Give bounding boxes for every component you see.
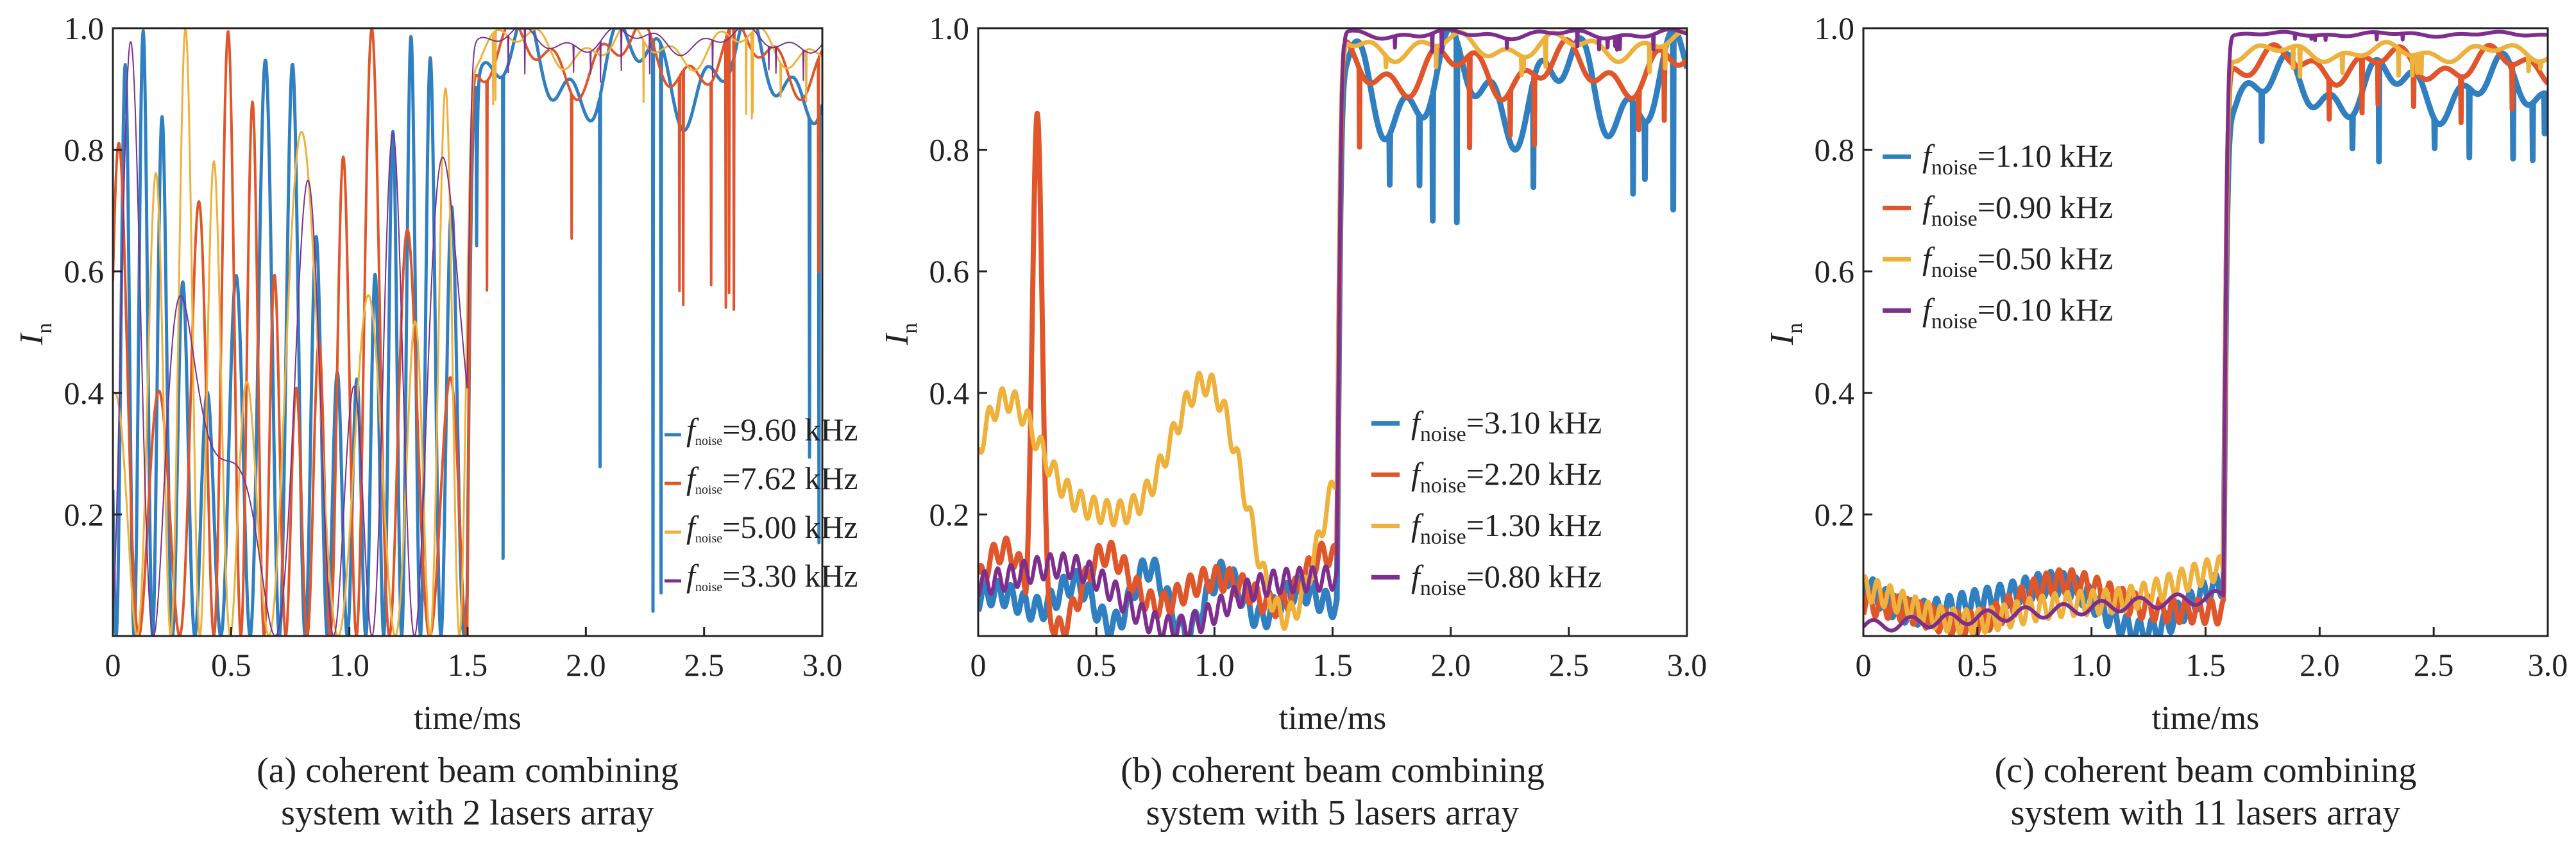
y-tick-label: 0.6	[1815, 253, 1855, 289]
x-tick-label: 2.5	[1549, 647, 1589, 683]
x-axis-title: time/ms	[2152, 700, 2260, 737]
series-group	[1863, 29, 2548, 636]
x-tick-label: 1.0	[1194, 647, 1235, 683]
series-line-4	[113, 28, 822, 636]
legend-label: fnoise=3.30 kHz	[686, 558, 858, 594]
y-tick-label: 0.2	[64, 496, 105, 532]
y-tick-label: 0.4	[929, 375, 970, 411]
y-axis-title: In	[879, 323, 922, 346]
series-group	[978, 28, 1687, 636]
legend-label: fnoise=9.60 kHz	[686, 412, 858, 448]
series-line-3	[1863, 40, 2548, 636]
series-line-1	[978, 28, 1687, 636]
chart-panel-2: 0 0.5 1.0 1.5 2.0 2.5 3.0 0.2 0.4 0.6 0.8 1.0 time/m…	[879, 10, 1707, 833]
x-tick-label: 3.0	[1667, 647, 1707, 683]
y-axis-title: In	[13, 323, 56, 346]
y-tick-label: 1.0	[1815, 10, 1855, 46]
x-tick-label: 3.0	[2528, 647, 2568, 683]
x-tick-label: 0	[1856, 647, 1872, 683]
x-tick-label: 0.5	[1076, 647, 1117, 683]
series-line-3	[978, 29, 1687, 632]
x-tick-label: 0	[970, 647, 987, 683]
legend: fnoise=3.10 kHz fnoise=2.20 kHz fnoise=1.3…	[1371, 405, 1602, 600]
x-tick-label: 2.5	[684, 647, 724, 683]
x-tick-label: 3.0	[802, 647, 843, 683]
x-tick-label: 1.0	[329, 647, 369, 683]
chart-panel-3: 0 0.5 1.0 1.5 2.0 2.5 3.0 0.2 0.4 0.6 0.8 1.0 time/m…	[1764, 10, 2568, 833]
x-tick-label: 2.0	[1430, 647, 1471, 683]
x-tick-label: 1.5	[448, 647, 488, 683]
x-tick-label: 0.5	[1958, 647, 1998, 683]
legend-label: fnoise=0.50 kHz	[1922, 240, 2113, 282]
x-tick-label: 1.5	[2185, 647, 2226, 683]
y-tick-label: 1.0	[929, 10, 970, 46]
legend-label: fnoise=3.10 kHz	[1411, 405, 1602, 446]
x-tick-label: 1.5	[1312, 647, 1353, 683]
x-tick-label: 2.0	[2300, 647, 2340, 683]
x-tick-label: 0.5	[211, 647, 251, 683]
legend-label: fnoise=0.10 kHz	[1922, 292, 2113, 333]
y-tick-label: 0.8	[1815, 132, 1855, 168]
y-tick-label: 0.6	[929, 253, 970, 289]
y-axis-title: In	[1764, 323, 1807, 346]
x-axis-title: time/ms	[414, 700, 521, 737]
x-tick-label: 2.0	[566, 647, 606, 683]
panel-caption-line: (a) coherent beam combining	[257, 751, 679, 791]
legend-label: fnoise=1.30 kHz	[1411, 507, 1602, 549]
x-tick-label: 2.5	[2414, 647, 2454, 683]
legend-label: fnoise=2.20 kHz	[1411, 456, 1602, 498]
panel-caption-line: system with 2 lasers array	[281, 793, 654, 833]
y-tick-label: 0.4	[1815, 375, 1855, 411]
panel-caption-line: (b) coherent beam combining	[1121, 751, 1545, 791]
y-tick-label: 0.4	[64, 375, 105, 411]
x-tick-label: 1.0	[2071, 647, 2112, 683]
series-line-2	[1863, 42, 2548, 636]
series-line-2	[978, 37, 1687, 636]
series-line-2	[113, 28, 822, 636]
panel-caption-line: system with 5 lasers array	[1146, 793, 1520, 833]
legend-label: fnoise=0.80 kHz	[1411, 558, 1602, 600]
y-tick-label: 0.2	[929, 496, 970, 532]
legend-label: fnoise=7.62 kHz	[686, 460, 858, 497]
series-line-4	[1863, 29, 2548, 633]
chart-panel-1: 0 0.5 1.0 1.5 2.0 2.5 3.0 0.2 0.4 0.6 0.8 1.0 time/m…	[13, 10, 858, 833]
panel-caption-line: (c) coherent beam combining	[1995, 751, 2417, 791]
y-tick-label: 0.2	[1815, 496, 1855, 532]
y-tick-label: 0.8	[929, 132, 970, 168]
series-line-1	[1863, 50, 2548, 636]
legend-label: fnoise=5.00 kHz	[686, 509, 858, 546]
legend-label: fnoise=1.10 kHz	[1922, 138, 2113, 180]
series-line-4	[978, 28, 1687, 636]
panel-caption-line: system with 11 lasers array	[2011, 793, 2401, 833]
x-tick-label: 0	[105, 647, 121, 683]
y-tick-label: 0.6	[64, 253, 105, 289]
legend: fnoise=9.60 kHz fnoise=7.62 kHz fnoise=5.0…	[665, 412, 858, 594]
legend: fnoise=1.10 kHz fnoise=0.90 kHz fnoise=0.5…	[1883, 138, 2113, 333]
y-tick-label: 1.0	[64, 10, 105, 46]
x-axis-title: time/ms	[1279, 700, 1387, 737]
y-tick-label: 0.8	[64, 132, 105, 168]
legend-label: fnoise=0.90 kHz	[1922, 189, 2113, 231]
